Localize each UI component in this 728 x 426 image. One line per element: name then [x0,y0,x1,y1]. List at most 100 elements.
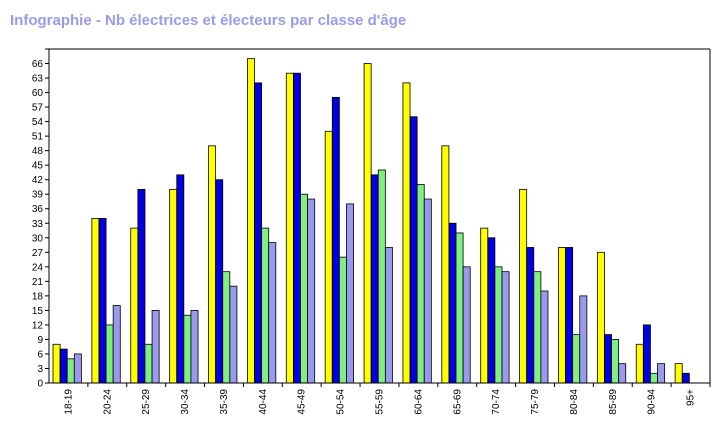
bar-20-24-s1 [91,218,100,384]
bar-75-79-s2 [526,247,535,384]
bar-18-19-s1 [52,343,61,384]
bar-35-39-s3 [222,271,231,384]
bar-60-64-s1 [402,82,411,384]
bar-80-84-s2 [565,247,574,384]
y-tick-label: 60 [32,88,44,99]
y-tick-label: 21 [32,277,44,288]
y-tick-label: 18 [32,291,44,302]
bar-90-94-s3 [650,372,658,384]
x-tick-label: 75-79 [530,389,541,415]
bar-40-44-s3 [261,227,270,384]
x-tick-label: 35-39 [219,389,230,415]
y-tick-label: 54 [32,117,44,128]
y-tick-label: 3 [37,364,43,375]
bar-90-94-s4 [657,363,666,384]
x-tick-label: 90-94 [647,389,658,415]
bar-20-24-s4 [112,305,121,384]
bar-85-89-s2 [604,334,612,384]
bar-90-94-s2 [642,324,651,384]
bar-75-79-s3 [533,271,542,384]
x-tick-label: 30-34 [180,389,191,415]
bar-80-84-s4 [579,295,588,384]
y-tick-label: 39 [32,190,44,201]
y-tick-label: 36 [32,204,44,215]
bar-25-29-s3 [144,343,153,384]
bar-40-44-s2 [254,82,263,384]
y-tick-label: 12 [32,320,44,331]
x-tick-label: 60-64 [413,389,424,415]
bar-45-49-s2 [292,72,301,384]
bar-20-24-s2 [98,218,107,384]
bar-80-84-s3 [572,334,581,384]
y-tick-label: 33 [32,219,44,230]
x-tick-label: 65-69 [452,389,463,415]
bar-35-39-s4 [229,285,238,384]
bar-45-49-s3 [300,193,308,384]
bar-70-74-s4 [501,271,510,384]
bar-65-69-s2 [448,222,457,384]
y-tick-label: 42 [32,175,44,186]
bar-50-54-s1 [324,130,333,384]
y-tick-label: 66 [32,59,44,70]
y-tick-label: 48 [32,146,44,157]
y-tick-label: 57 [32,103,44,114]
bar-80-84-s1 [558,247,566,384]
y-tick-label: 45 [32,161,44,172]
bar-18-19-s2 [59,348,68,384]
bar-55-59-s1 [363,63,372,384]
y-tick-label: 9 [37,335,43,346]
bar-30-34-s3 [183,314,192,384]
bar-50-54-s4 [346,203,354,384]
y-tick-label: 30 [32,233,44,244]
y-tick-label: 24 [32,262,44,273]
bar-75-79-s1 [519,188,528,384]
bar-55-59-s2 [370,174,379,384]
y-tick-label: 15 [32,306,44,317]
bar-25-29-s1 [130,227,139,384]
bar-30-34-s2 [176,174,185,384]
bar-90-94-s1 [635,343,644,384]
bar-25-29-s2 [137,188,146,384]
y-tick-label: 27 [32,248,44,259]
bar-40-44-s1 [247,58,255,384]
bar-95+-s2 [681,372,690,384]
bar-65-69-s4 [462,266,471,384]
bar-35-39-s2 [215,179,224,384]
bar-45-49-s1 [285,72,294,384]
x-tick-label: 20-24 [102,389,113,415]
y-tick-label: 63 [32,74,44,85]
x-tick-label: 85-89 [608,389,619,415]
x-tick-label: 50-54 [336,389,347,415]
bar-95+-s1 [674,363,683,384]
bar-85-89-s1 [596,251,605,384]
bar-60-64-s3 [416,184,425,384]
bar-45-49-s4 [307,198,316,384]
y-tick-label: 6 [37,349,43,360]
bar-50-54-s2 [331,97,340,384]
bar-60-64-s2 [409,116,418,384]
bar-70-74-s3 [494,266,503,384]
x-tick-label: 95+ [686,389,697,406]
bar-75-79-s4 [540,290,549,384]
x-tick-label: 45-49 [297,389,308,415]
y-tick-label: 0 [37,379,43,390]
bar-65-69-s1 [441,145,450,384]
bar-18-19-s3 [66,358,75,384]
bar-30-34-s1 [169,188,178,384]
bar-70-74-s2 [487,237,496,384]
x-tick-label: 18-19 [63,389,74,415]
bar-55-59-s3 [377,169,386,384]
bar-30-34-s4 [190,309,199,384]
bar-70-74-s1 [480,227,489,384]
bar-40-44-s4 [268,242,277,384]
x-tick-label: 80-84 [569,389,580,415]
bar-18-19-s4 [73,353,82,384]
bar-50-54-s3 [338,256,347,384]
bar-65-69-s3 [455,232,464,384]
bar-85-89-s4 [618,363,627,384]
x-tick-label: 40-44 [258,389,269,415]
bar-85-89-s3 [611,339,620,384]
bar-60-64-s4 [423,198,432,384]
bar-55-59-s4 [384,247,393,384]
